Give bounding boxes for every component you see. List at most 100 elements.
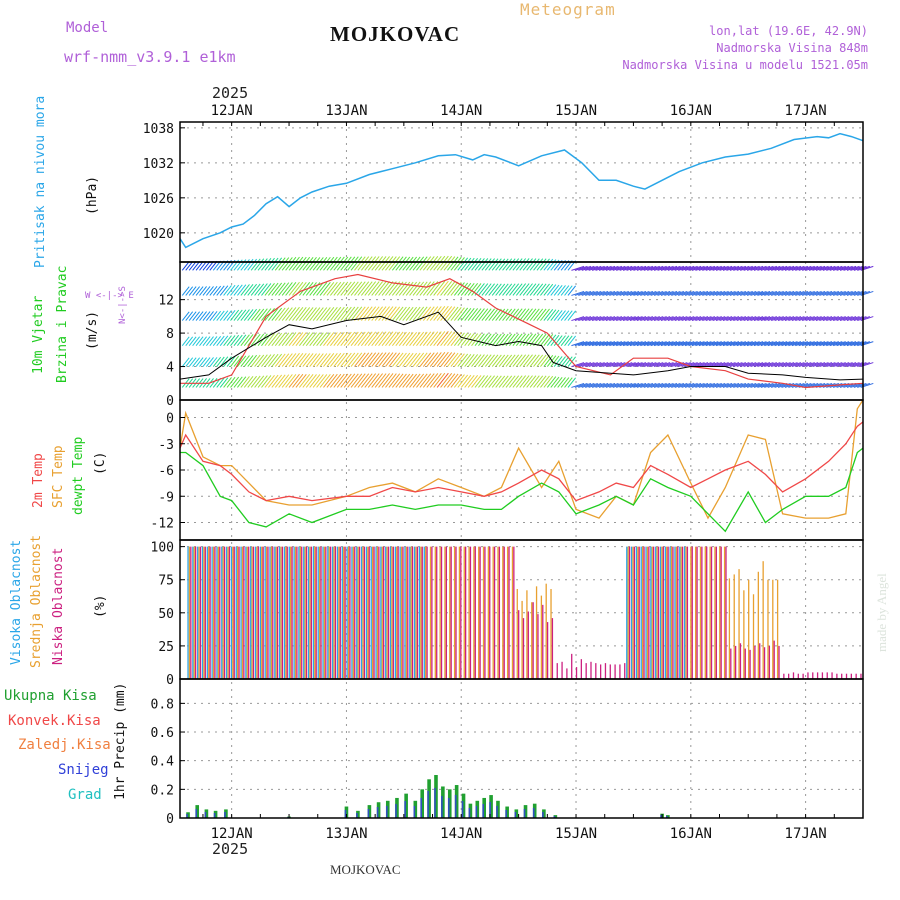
wind-barb: [702, 316, 716, 322]
wind-barb: [309, 353, 321, 367]
wind-barb: [616, 316, 629, 322]
wind-barb: [247, 354, 258, 367]
wind-barb: [853, 382, 867, 388]
wind-barb: [664, 265, 678, 271]
wind-barb: [481, 308, 492, 321]
wind-barb: [374, 306, 387, 321]
wind-barb: [846, 265, 860, 271]
snow-bar: [195, 808, 198, 818]
wind-barb: [564, 377, 573, 388]
wind-barb: [364, 331, 377, 346]
wind-barb: [216, 377, 225, 388]
wind-barb: [715, 382, 729, 388]
wind-barb: [509, 258, 520, 271]
wind-barb: [595, 265, 609, 271]
wind-barb: [360, 373, 373, 388]
wind-barb: [853, 341, 867, 347]
wind-barb: [715, 265, 729, 271]
wind-barb: [267, 307, 279, 321]
wind-barb: [829, 341, 843, 347]
wind-barb: [367, 256, 380, 271]
wind-barb: [822, 290, 836, 296]
wind-barb: [357, 352, 370, 367]
wind-barb: [316, 282, 328, 296]
wind-barb: [505, 283, 516, 296]
wind-barb: [350, 281, 363, 296]
wind-barb: [357, 373, 370, 388]
wind-barb: [305, 353, 317, 367]
wind-barb: [553, 335, 563, 346]
wind-barb: [736, 341, 750, 347]
wind-barb: [622, 265, 636, 271]
wind-barb: [660, 316, 674, 322]
wind-barb: [478, 375, 489, 388]
snow-bar: [404, 800, 406, 818]
wind-barb: [553, 377, 563, 388]
wind-barb: [426, 306, 439, 321]
wind-barb: [636, 316, 650, 322]
wind-barb: [774, 290, 788, 296]
wind-barb: [216, 356, 225, 367]
wind-barb: [753, 316, 767, 322]
wind-barb: [185, 311, 194, 321]
wind-barb: [378, 373, 390, 388]
wind-barb: [498, 354, 509, 367]
wind-barb: [805, 265, 819, 271]
wind-barb: [784, 362, 798, 368]
wind-barb: [750, 382, 764, 388]
wind-barb: [367, 373, 380, 388]
wind-barb: [288, 373, 300, 388]
wind-barb: [843, 265, 857, 271]
wind-barb: [585, 341, 598, 347]
temp-tick-label: -12: [151, 517, 174, 532]
wind-barb: [653, 341, 667, 347]
wind-barb: [671, 290, 685, 296]
wind-barb: [822, 362, 836, 368]
wind-barb: [729, 316, 743, 322]
wind-barb: [388, 373, 401, 388]
precip-legend-frz: Zaledj.Kisa: [18, 737, 111, 753]
wind-barb: [553, 356, 563, 367]
wind-barb: [774, 341, 788, 347]
wind-barb: [560, 335, 570, 346]
wind-barb: [491, 333, 502, 346]
wind-barb: [812, 265, 826, 271]
wind-barb: [636, 382, 650, 388]
wind-barb: [564, 285, 573, 296]
wind-barb: [509, 283, 520, 296]
wind-barb: [509, 375, 520, 388]
wind-barb: [833, 290, 846, 296]
wind-barb: [195, 311, 204, 321]
wind-barb: [595, 362, 609, 368]
wind-barb: [522, 308, 533, 321]
wind-barb: [736, 362, 750, 368]
wind-barb: [619, 265, 633, 271]
wind-barb: [181, 261, 190, 271]
wind-barb: [247, 283, 258, 296]
wind-barb: [374, 281, 387, 296]
wind-barb: [398, 256, 411, 271]
wind-barb: [185, 261, 194, 271]
wind-barb: [722, 290, 736, 296]
wind-barb: [760, 265, 774, 271]
wind-barb: [777, 290, 791, 296]
wind-barb: [343, 306, 356, 321]
wind-barb: [833, 265, 846, 271]
wind-barb: [722, 316, 736, 322]
wind-barb: [574, 382, 588, 388]
wind-barb: [684, 382, 698, 388]
wind-barb: [788, 290, 802, 296]
wind-barb: [426, 256, 439, 271]
wind-barb: [622, 341, 636, 347]
wind-barb: [750, 290, 764, 296]
wind-barb: [678, 290, 691, 296]
wind-barb: [636, 265, 650, 271]
wind-barb: [533, 375, 544, 388]
wind-barb: [578, 316, 592, 322]
wind-barb: [853, 316, 867, 322]
wind-barb: [757, 382, 771, 388]
wind-barb: [237, 376, 247, 388]
wind-barb: [722, 341, 736, 347]
precip-tick-label: 0.2: [151, 783, 174, 798]
wind-barb: [695, 362, 709, 368]
